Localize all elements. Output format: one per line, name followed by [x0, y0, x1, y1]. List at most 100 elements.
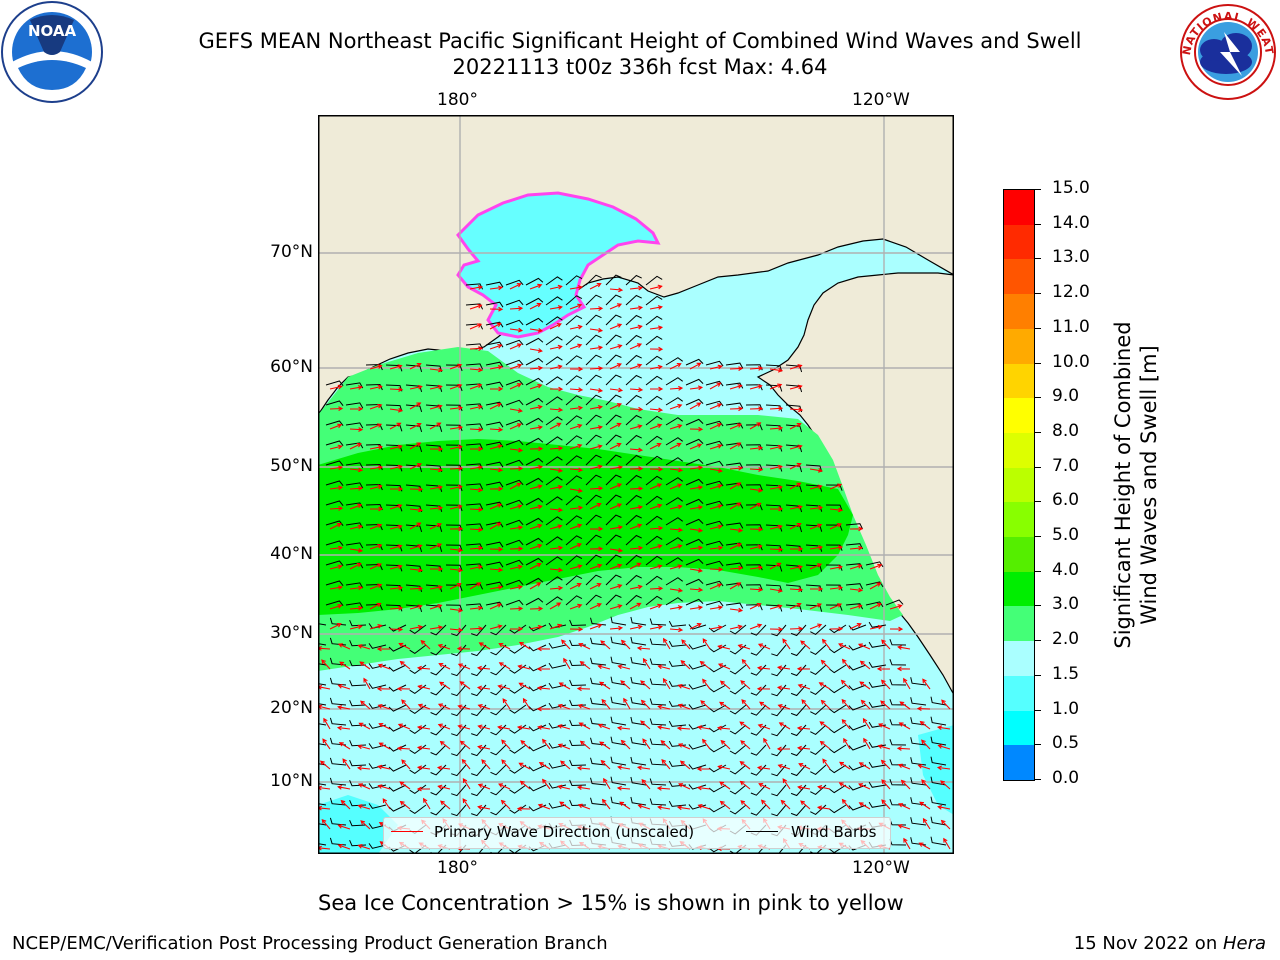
wave-direction-arrow [557, 743, 571, 750]
wind-barb [625, 514, 642, 526]
wind-barb [451, 704, 467, 717]
wave-direction-arrow [336, 725, 351, 731]
wave-direction-arrow [702, 638, 711, 650]
wave-direction-arrow [662, 637, 671, 650]
wave-direction-arrow [396, 746, 411, 751]
wave-direction-arrow [716, 725, 731, 731]
wind-barb [509, 624, 527, 634]
wave-direction-arrow [337, 843, 351, 850]
colorbar-segment [1004, 467, 1034, 503]
wave-direction-arrow [529, 404, 543, 410]
wave-band-1-5m [318, 725, 954, 854]
wave-direction-arrow [576, 686, 591, 692]
wind-barb [848, 724, 867, 731]
wave-direction-arrow [369, 583, 383, 590]
wave-direction-arrow [559, 801, 571, 810]
wave-direction-arrow [389, 464, 403, 470]
wave-direction-arrow [676, 725, 691, 731]
wind-barb [325, 540, 344, 547]
wind-barb [368, 803, 387, 809]
wind-barb [485, 521, 504, 528]
wind-barb [605, 274, 622, 286]
wave-direction-arrow [349, 605, 364, 611]
wave-direction-arrow [782, 778, 791, 790]
wave-direction-arrow [776, 685, 791, 691]
wave-direction-arrow [417, 703, 431, 710]
wave-direction-arrow [477, 804, 491, 810]
wave-direction-arrow [709, 545, 724, 551]
wind-barb [605, 574, 622, 586]
wave-direction-arrow [609, 563, 623, 570]
wind-barb [610, 656, 627, 666]
wave-direction-arrow [369, 423, 383, 430]
wave-direction-arrow [509, 447, 524, 453]
wind-barb [485, 581, 504, 588]
wave-direction-arrow [729, 406, 744, 412]
wind-barb [585, 314, 602, 326]
wave-direction-arrow [589, 582, 602, 590]
wave-direction-arrow [719, 800, 731, 810]
wave-direction-arrow [549, 422, 562, 430]
wave-direction-arrow [769, 604, 783, 610]
wave-direction-arrow [649, 284, 663, 290]
wave-direction-arrow [619, 801, 631, 810]
wave-direction-arrow [656, 785, 671, 791]
wave-direction-arrow [922, 817, 931, 830]
colorbar-segment [1004, 363, 1034, 399]
wind-barb [565, 375, 583, 386]
wind-barb [649, 678, 667, 686]
wave-direction-arrow [669, 587, 684, 593]
wind-barb [345, 602, 364, 609]
wave-direction-arrow [329, 585, 343, 590]
wind-barb [705, 540, 724, 547]
wave-direction-arrow [756, 686, 771, 692]
wave-direction-arrow [789, 384, 803, 390]
wind-barb [750, 644, 767, 656]
wind-barb [685, 538, 704, 546]
wave-direction-arrow [650, 386, 664, 392]
wind-barb [385, 424, 403, 432]
wind-barb [505, 499, 524, 506]
wave-direction-arrow [389, 585, 404, 591]
lon-tick-bottom-180: 180° [437, 858, 478, 878]
wave-direction-arrow [489, 522, 502, 530]
wind-barb [409, 624, 427, 635]
wave-direction-arrow [529, 383, 543, 390]
wave-direction-arrow [817, 784, 831, 790]
wave-direction-arrow [629, 447, 644, 453]
wave-direction-arrow [689, 426, 704, 432]
wind-barb [471, 804, 487, 817]
wave-direction-arrow [769, 464, 783, 470]
wind-barb [485, 401, 504, 408]
wind-barb [485, 481, 504, 488]
wave-direction-arrow [489, 486, 504, 492]
wave-direction-arrow [409, 402, 422, 410]
wave-direction-arrow [796, 725, 811, 731]
wave-direction-arrow [409, 522, 422, 530]
wind-barb [430, 804, 447, 816]
wind-barb [505, 459, 524, 466]
wind-barb [625, 314, 642, 326]
wind-barb [329, 717, 347, 726]
wave-direction-arrow [549, 305, 563, 310]
wave-direction-arrow [922, 678, 931, 690]
wind-barb [485, 301, 504, 308]
colorbar-title-line-1: Significant Height of Combined [1111, 321, 1135, 649]
wind-barb [829, 764, 847, 774]
wave-direction-arrow [396, 686, 411, 692]
wave-direction-arrow [678, 783, 691, 790]
lat-tick-70n: 70°N [270, 242, 313, 262]
wave-direction-arrow [509, 584, 523, 590]
wind-barb [528, 644, 547, 652]
wave-direction-arrow [469, 626, 484, 631]
wind-barb [318, 823, 327, 826]
wave-direction-arrow [669, 527, 684, 533]
wind-barb [829, 664, 847, 674]
wave-direction-layer [318, 282, 951, 852]
wave-direction-arrow [936, 725, 951, 731]
wind-barb [318, 803, 327, 806]
wind-barb [665, 557, 683, 566]
wave-direction-arrow [818, 682, 831, 690]
wind-barb [665, 457, 683, 466]
wind-barb [868, 661, 887, 668]
